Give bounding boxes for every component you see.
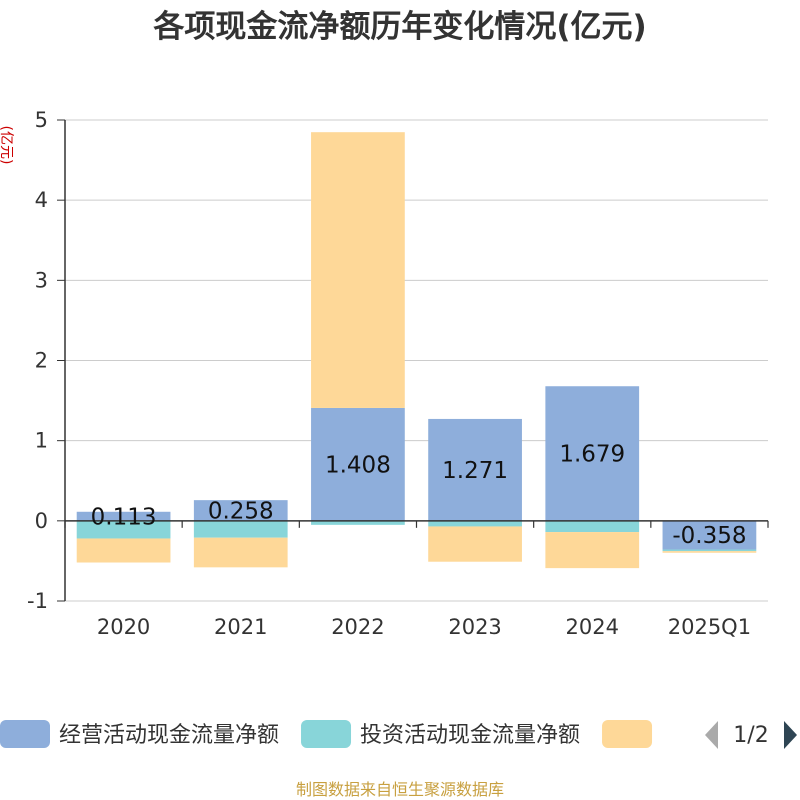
legend-swatch[interactable] <box>602 720 653 748</box>
bar-series-1 <box>662 520 757 550</box>
bar-series-1 <box>545 386 640 521</box>
grid-lines <box>65 119 768 602</box>
y-tick-label: 4 <box>35 188 48 212</box>
legend-swatch[interactable] <box>301 720 352 748</box>
x-tick-label: 2020 <box>97 615 150 639</box>
data-label: 0.258 <box>208 498 274 524</box>
bar-series-2 <box>76 520 171 539</box>
y-tick-label: 0 <box>35 509 48 533</box>
x-tick-labels: 2020 2021 2022 2023 2024 2025Q1 <box>97 615 751 639</box>
y-tick-label: 5 <box>35 108 48 132</box>
legend-next-icon[interactable] <box>784 721 797 749</box>
y-tick-labels: -1 0 1 2 3 4 5 <box>27 108 65 613</box>
bar-series-3 <box>76 538 171 563</box>
bar-series-3 <box>662 551 757 553</box>
legend-prev-icon[interactable] <box>705 721 718 749</box>
bar-series-3 <box>428 526 522 562</box>
source-note: 制图数据来自恒生聚源数据库 <box>296 780 504 799</box>
data-labels: 0.113 0.258 1.408 1.271 1.679 -0.358 <box>91 442 747 550</box>
bar-series-2 <box>311 520 405 525</box>
x-tick-label: 2022 <box>331 615 384 639</box>
bar-series-1 <box>428 418 522 521</box>
bar-series-3 <box>311 132 405 408</box>
x-tick-label: 2024 <box>566 615 619 639</box>
data-label: 0.113 <box>91 504 157 530</box>
data-label: -0.358 <box>672 523 746 549</box>
bar-series-2 <box>545 520 640 533</box>
legend-swatch[interactable] <box>0 720 50 748</box>
x-tick-label: 2021 <box>214 615 267 639</box>
legend: 经营活动现金流量净额 投资活动现金流量净额 1/2 <box>0 720 797 749</box>
y-tick-label: 1 <box>35 429 48 453</box>
y-tick-label: 2 <box>35 349 48 373</box>
legend-page: 1/2 <box>733 723 768 748</box>
bar-series-2 <box>662 549 757 552</box>
chart-title: 各项现金流净额历年变化情况(亿元) <box>152 9 646 45</box>
bar-series-2 <box>428 520 522 527</box>
bar-series-1 <box>311 407 405 521</box>
bar-series-1 <box>193 500 288 521</box>
data-label: 1.271 <box>442 458 508 484</box>
legend-label[interactable]: 投资活动现金流量净额 <box>360 723 580 748</box>
bar-series-3 <box>545 532 640 569</box>
y-tick-label: 3 <box>35 268 48 292</box>
x-tick-label: 2025Q1 <box>668 615 751 639</box>
bars <box>76 132 757 569</box>
bar-series-3 <box>193 537 288 568</box>
y-axis-label: (亿元) <box>0 126 14 165</box>
bar-series-1 <box>76 511 171 521</box>
legend-label[interactable]: 经营活动现金流量净额 <box>59 723 279 748</box>
data-label: 1.679 <box>559 442 625 468</box>
y-tick-label: -1 <box>27 589 48 613</box>
x-tick-label: 2023 <box>448 615 501 639</box>
bar-series-2 <box>193 520 288 538</box>
data-label: 1.408 <box>325 452 391 478</box>
